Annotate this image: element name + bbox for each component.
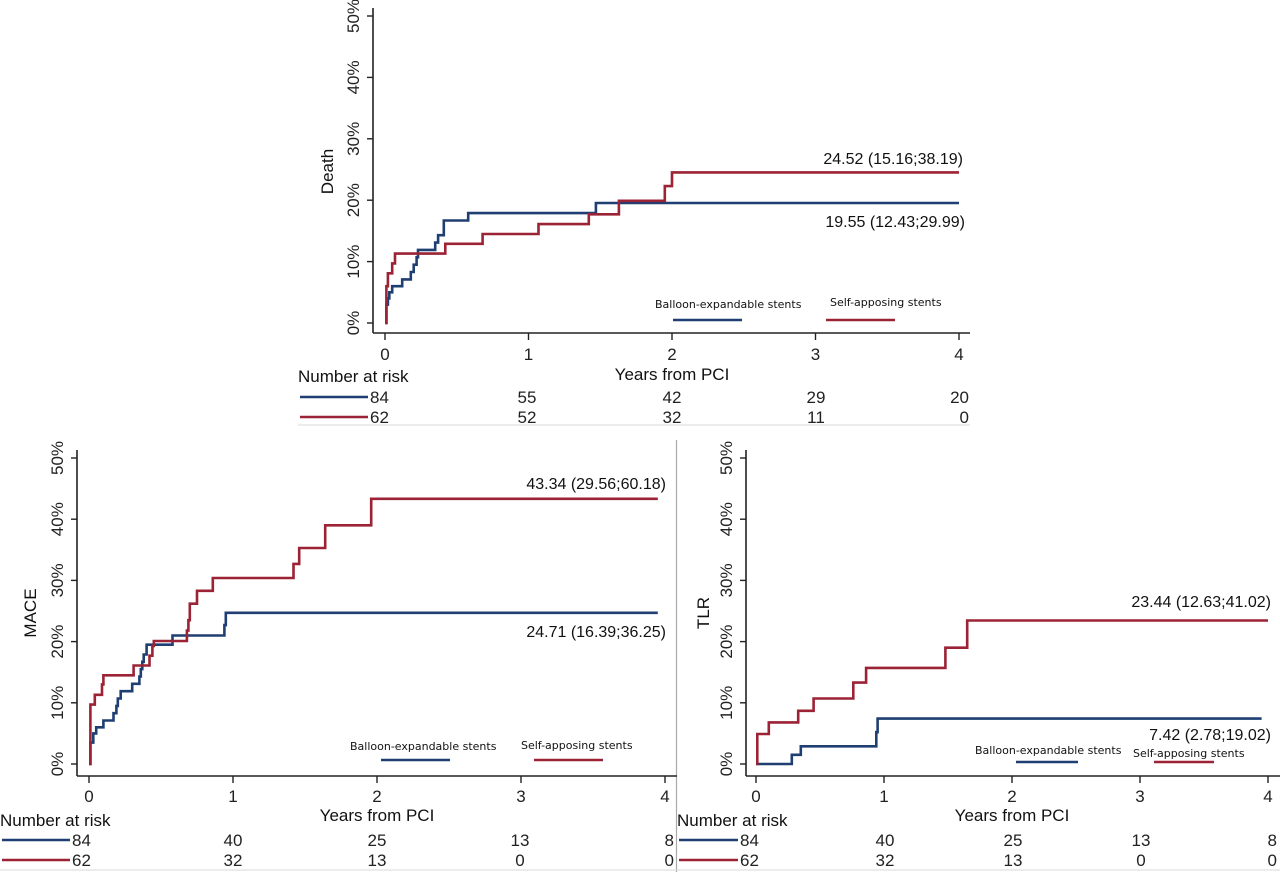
y-tick-label: 50% xyxy=(717,441,736,475)
estimate-label-balloon: 24.71 (16.39;36.25) xyxy=(526,624,666,641)
risk-count: 42 xyxy=(663,388,682,407)
mace-panel: 0% 10% 20% 30% 40% 50% 0 1 2 3 4 MACE Years from PCI… xyxy=(0,441,680,871)
y-tick-label: 50% xyxy=(344,0,363,33)
risk-count: 13 xyxy=(511,831,530,850)
risk-count: 29 xyxy=(807,388,826,407)
x-tick-label: 1 xyxy=(879,787,888,806)
risk-count: 0 xyxy=(1268,851,1277,870)
series-line-balloon xyxy=(756,717,1262,766)
risk-count: 62 xyxy=(740,851,759,870)
risk-count: 62 xyxy=(72,851,91,870)
estimate-label-self-apposing: 43.34 (29.56;60.18) xyxy=(526,476,666,493)
y-tick-label: 40% xyxy=(344,60,363,94)
risk-count: 52 xyxy=(518,408,537,427)
x-tick-label: 4 xyxy=(660,787,669,806)
y-tick-label: 0% xyxy=(717,752,736,777)
tlr-panel: 0% 10% 20% 30% 40% 50% 0 1 2 3 4 TLR Years from PCI 7… xyxy=(677,441,1280,871)
risk-count: 32 xyxy=(876,851,895,870)
risk-table-title: Number at risk xyxy=(677,811,788,830)
risk-count: 25 xyxy=(368,831,387,850)
y-tick-label: 40% xyxy=(48,502,67,536)
y-tick-label: 40% xyxy=(717,502,736,536)
legend-label-balloon: Balloon-expandable stents xyxy=(350,740,497,753)
y-tick-label: 20% xyxy=(344,183,363,217)
series-line-self-apposing xyxy=(756,619,1268,766)
y-tick-label: 30% xyxy=(344,122,363,156)
y-tick-label: 10% xyxy=(717,686,736,720)
risk-count: 13 xyxy=(1004,851,1023,870)
x-tick-label: 1 xyxy=(228,787,237,806)
estimate-label-self-apposing: 23.44 (12.63;41.02) xyxy=(1131,594,1271,611)
x-axis-title: Years from PCI xyxy=(615,365,730,384)
risk-count: 55 xyxy=(518,388,537,407)
x-tick-label: 3 xyxy=(516,787,525,806)
y-axis-title: MACE xyxy=(21,588,40,637)
risk-count: 32 xyxy=(224,851,243,870)
death-panel: 0% 10% 20% 30% 40% 50% 0 1 2 3 4 Death Years from PC… xyxy=(298,0,970,427)
y-axis-title: Death xyxy=(318,149,337,194)
y-tick-label: 0% xyxy=(48,752,67,777)
risk-count: 25 xyxy=(1004,831,1023,850)
risk-count: 62 xyxy=(370,408,389,427)
series-line-balloon xyxy=(89,611,658,766)
risk-count: 11 xyxy=(807,408,825,427)
legend-label-self-apposing: Self-apposing stents xyxy=(521,739,633,752)
risk-count: 0 xyxy=(515,851,524,870)
risk-count: 0 xyxy=(1136,851,1145,870)
y-tick-label: 20% xyxy=(48,625,67,659)
risk-table-title: Number at risk xyxy=(298,367,409,386)
estimate-label-balloon: 7.42 (2.78;19.02) xyxy=(1149,727,1271,744)
risk-count: 84 xyxy=(740,831,759,850)
risk-count: 8 xyxy=(1268,831,1277,850)
legend-label-balloon: Balloon-expandable stents xyxy=(975,744,1122,757)
x-tick-label: 0 xyxy=(380,345,389,364)
y-tick-label: 20% xyxy=(717,625,736,659)
x-tick-label: 2 xyxy=(1007,787,1016,806)
legend-label-self-apposing: Self-apposing stents xyxy=(1133,747,1245,760)
x-tick-label: 1 xyxy=(524,345,533,364)
y-axis-title: TLR xyxy=(694,597,713,629)
y-tick-label: 30% xyxy=(717,563,736,597)
risk-count: 0 xyxy=(960,408,969,427)
y-tick-label: 50% xyxy=(48,441,67,475)
risk-count: 32 xyxy=(663,408,682,427)
x-tick-label: 4 xyxy=(1263,787,1272,806)
series-line-self-apposing xyxy=(385,171,959,325)
legend-label-balloon: Balloon-expandable stents xyxy=(655,298,802,311)
x-tick-label: 0 xyxy=(751,787,760,806)
series-line-balloon xyxy=(385,201,959,325)
x-tick-label: 4 xyxy=(954,345,963,364)
risk-count: 8 xyxy=(665,831,674,850)
x-tick-label: 3 xyxy=(811,345,820,364)
x-axis-title: Years from PCI xyxy=(955,806,1070,825)
estimate-label-balloon: 19.55 (12.43;29.99) xyxy=(825,214,965,231)
legend-label-self-apposing: Self-apposing stents xyxy=(830,296,942,309)
x-tick-label: 3 xyxy=(1135,787,1144,806)
estimate-label-self-apposing: 24.52 (15.16;38.19) xyxy=(823,151,963,168)
y-tick-label: 30% xyxy=(48,563,67,597)
risk-count: 13 xyxy=(368,851,387,870)
y-tick-label: 10% xyxy=(344,245,363,279)
risk-count: 84 xyxy=(72,831,91,850)
risk-count: 40 xyxy=(876,831,895,850)
x-tick-label: 2 xyxy=(372,787,381,806)
y-tick-label: 10% xyxy=(48,686,67,720)
y-tick-label: 0% xyxy=(344,311,363,336)
risk-count: 13 xyxy=(1132,831,1151,850)
x-tick-label: 0 xyxy=(84,787,93,806)
series-line-self-apposing xyxy=(89,497,658,766)
x-axis-title: Years from PCI xyxy=(320,806,435,825)
risk-count: 84 xyxy=(370,388,389,407)
risk-count: 40 xyxy=(224,831,243,850)
risk-count: 20 xyxy=(950,388,969,407)
x-tick-label: 2 xyxy=(667,345,676,364)
risk-count: 0 xyxy=(665,851,674,870)
risk-table-title: Number at risk xyxy=(0,811,111,830)
